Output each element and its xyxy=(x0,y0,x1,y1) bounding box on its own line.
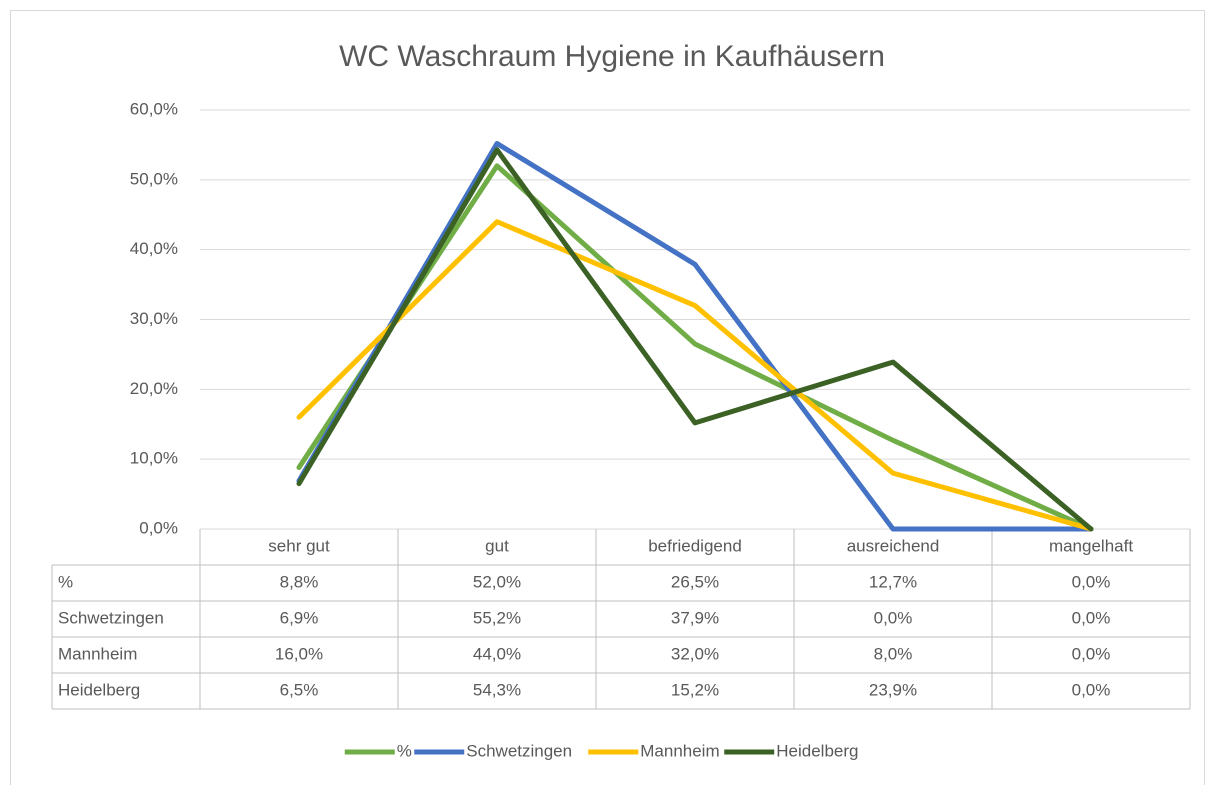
chart-title: WC Waschraum Hygiene in Kaufhäusern xyxy=(339,40,885,73)
table-value: 32,0% xyxy=(671,644,719,663)
category-label: gut xyxy=(485,536,509,555)
y-tick-label: 40,0% xyxy=(130,239,178,258)
y-tick-label: 30,0% xyxy=(130,309,178,328)
table-value: 52,0% xyxy=(473,572,521,591)
table-value: 8,0% xyxy=(874,644,913,663)
y-tick-label: 20,0% xyxy=(130,379,178,398)
category-label: ausreichend xyxy=(847,536,940,555)
legend-label: % xyxy=(397,741,412,760)
table-series-name: Heidelberg xyxy=(58,680,140,699)
category-label: sehr gut xyxy=(268,536,330,555)
table-value: 15,2% xyxy=(671,680,719,699)
category-label: befriedigend xyxy=(648,536,742,555)
table-value: 26,5% xyxy=(671,572,719,591)
legend-label: Heidelberg xyxy=(776,741,858,760)
y-tick-label: 10,0% xyxy=(130,449,178,468)
table-series-name: Schwetzingen xyxy=(58,608,164,627)
series-line xyxy=(296,163,1094,532)
y-tick-label: 0,0% xyxy=(139,518,178,537)
legend-label: Mannheim xyxy=(640,741,719,760)
table-value: 12,7% xyxy=(869,572,917,591)
table-value: 8,8% xyxy=(280,572,319,591)
category-label: mangelhaft xyxy=(1049,536,1133,555)
table-value: 44,0% xyxy=(473,644,521,663)
table-value: 6,9% xyxy=(280,608,319,627)
series-line xyxy=(296,141,1094,532)
table-value: 6,5% xyxy=(280,680,319,699)
table-value: 0,0% xyxy=(1072,572,1111,591)
table-series-name: Mannheim xyxy=(58,644,137,663)
table-value: 0,0% xyxy=(874,608,913,627)
table-value: 0,0% xyxy=(1072,680,1111,699)
table-value: 23,9% xyxy=(869,680,917,699)
table-value: 0,0% xyxy=(1072,608,1111,627)
table-value: 55,2% xyxy=(473,608,521,627)
series-line xyxy=(296,147,1094,532)
table-value: 16,0% xyxy=(275,644,323,663)
y-tick-label: 60,0% xyxy=(130,99,178,118)
table-value: 0,0% xyxy=(1072,644,1111,663)
legend-label: Schwetzingen xyxy=(466,741,572,760)
chart-border xyxy=(10,10,1205,785)
table-value: 54,3% xyxy=(473,680,521,699)
y-tick-label: 50,0% xyxy=(130,169,178,188)
series-line xyxy=(296,219,1094,532)
table-series-name: % xyxy=(58,572,73,591)
table-value: 37,9% xyxy=(671,608,719,627)
